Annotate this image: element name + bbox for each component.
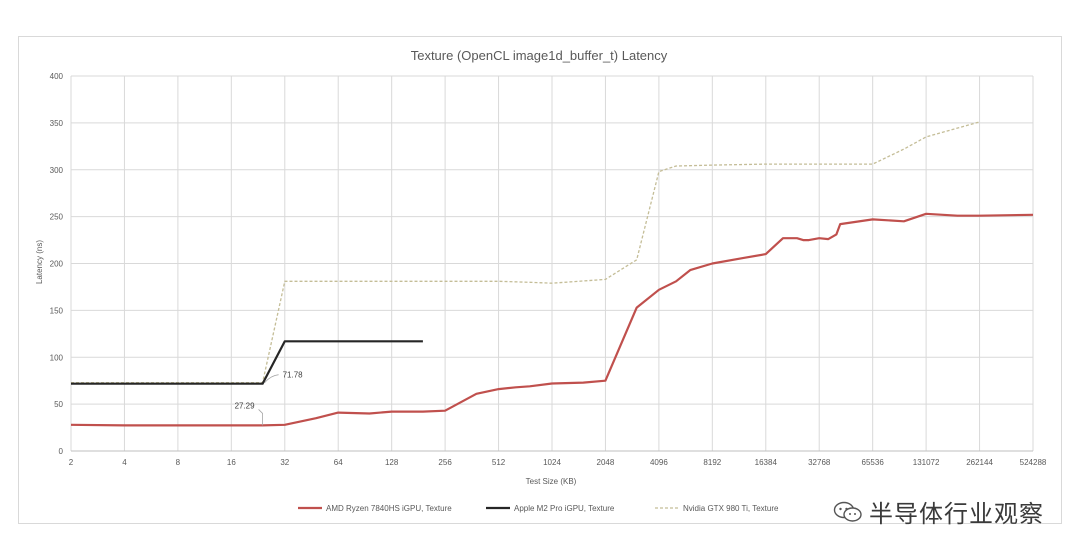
x-tick-label: 2048 [597, 458, 615, 467]
chart-frame [18, 36, 1062, 524]
series-lines [70, 121, 1034, 427]
annotations: 71.78 27.29 [235, 371, 304, 426]
x-tick-label: 2 [69, 458, 74, 467]
x-tick-label: 131072 [913, 458, 940, 467]
y-tick-label: 200 [50, 260, 64, 269]
y-tick-label: 350 [50, 119, 64, 128]
y-tick-label: 150 [50, 306, 64, 315]
x-axis-label: Test Size (KB) [526, 477, 577, 486]
legend-label: Apple M2 Pro iGPU, Texture [514, 504, 615, 513]
x-tick-label: 65536 [862, 458, 885, 467]
y-axis-ticks: 0 50 100 150 200 250 300 350 400 [50, 72, 64, 456]
annotation-label: 27.29 [235, 401, 256, 410]
x-tick-label: 64 [334, 458, 343, 467]
watermark: 半导体行业观察 [833, 494, 1044, 529]
x-tick-label: 16384 [755, 458, 778, 467]
y-tick-label: 400 [50, 72, 64, 81]
x-tick-label: 128 [385, 458, 399, 467]
series-line-amd-ryzen-7840hs-igpu-texture [70, 212, 1034, 427]
y-tick-label: 50 [54, 400, 63, 409]
y-tick-label: 300 [50, 166, 64, 175]
x-tick-label: 524288 [1020, 458, 1047, 467]
x-tick-label: 8192 [703, 458, 721, 467]
series-line-apple-m2-pro-igpu-texture [71, 340, 423, 385]
chart-title: Texture (OpenCL image1d_buffer_t) Latenc… [411, 48, 668, 63]
legend-label: AMD Ryzen 7840HS iGPU, Texture [326, 504, 452, 513]
y-tick-label: 100 [50, 353, 64, 362]
x-axis-ticks: 2 4 8 16 32 64 128 256 512 1024 2048 4096 8192 16384 3… [69, 458, 1047, 467]
annotation-leader [264, 374, 279, 383]
y-tick-label: 250 [50, 213, 64, 222]
legend: AMD Ryzen 7840HS iGPU, Texture Apple M2 P… [298, 504, 779, 513]
y-axis-label: Latency (ns) [35, 240, 44, 284]
x-tick-label: 16 [227, 458, 236, 467]
x-tick-label: 256 [438, 458, 452, 467]
annotation-leader [258, 409, 263, 426]
wechat-icon [833, 501, 862, 522]
x-tick-label: 512 [492, 458, 506, 467]
x-tick-label: 4 [122, 458, 127, 467]
x-tick-label: 1024 [543, 458, 561, 467]
x-tick-label: 8 [176, 458, 181, 467]
x-tick-label: 32 [280, 458, 289, 467]
x-tick-label: 4096 [650, 458, 668, 467]
legend-label: Nvidia GTX 980 Ti, Texture [683, 504, 779, 513]
y-tick-label: 0 [59, 447, 64, 456]
x-tick-label: 262144 [966, 458, 993, 467]
watermark-text: 半导体行业观察 [869, 500, 1044, 528]
grid-lines [70, 75, 1034, 452]
annotation-label: 71.78 [283, 371, 304, 380]
series-line-nvidia-gtx-980-ti-texture [71, 121, 980, 384]
x-tick-label: 32768 [808, 458, 831, 467]
